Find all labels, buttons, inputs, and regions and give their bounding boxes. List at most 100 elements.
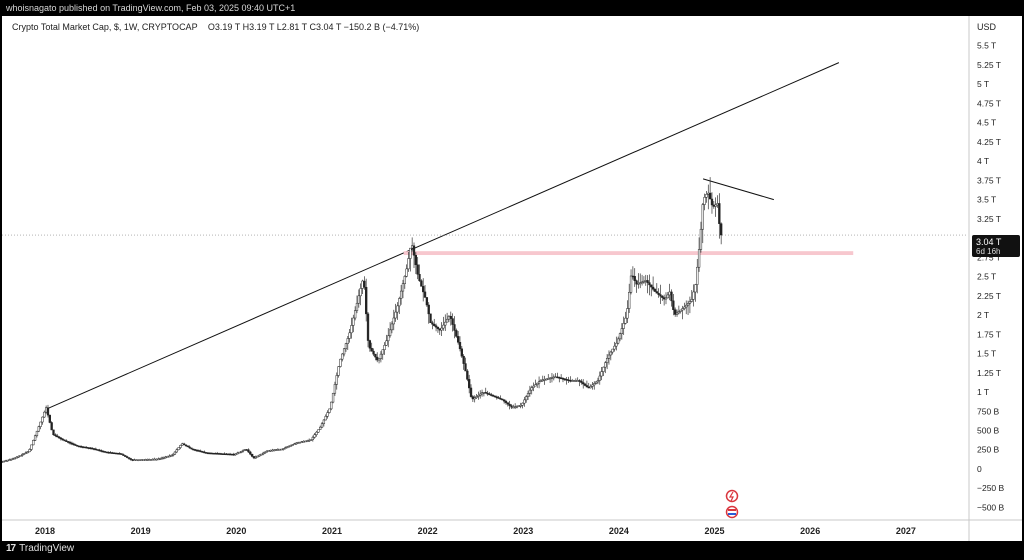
us-flag-icon[interactable] [725, 505, 739, 519]
candle-body [107, 451, 110, 454]
candle-body [572, 380, 576, 382]
candle-body [10, 458, 13, 461]
y-tick-label: 5.5 T [977, 41, 996, 51]
currency-label[interactable]: USD [977, 22, 997, 32]
candle-body [179, 445, 182, 448]
candle-body [664, 297, 668, 300]
y-tick-label: 3.25 T [977, 214, 1001, 224]
candle-body [537, 381, 541, 384]
candle-body [705, 194, 708, 198]
candle-body [15, 456, 18, 459]
candle-body [328, 408, 331, 413]
y-tick-label: 2.5 T [977, 272, 996, 282]
candle-body [642, 280, 646, 283]
market-cap-chart[interactable]: −500 B −250 B 0 250 B 500 B 750 B 1 T 1.25 T 1.5… [0, 16, 1022, 541]
candle-body [223, 453, 226, 455]
us-flag-stripe [728, 513, 736, 515]
candle-body [648, 282, 651, 286]
candle-body [206, 452, 210, 455]
candle-body [6, 459, 9, 462]
candle-body [300, 441, 303, 443]
candle-body [24, 452, 28, 454]
candle-body [324, 416, 327, 421]
last-price: 3.04 T [976, 237, 1002, 247]
candle-body [651, 286, 655, 290]
candle-body [675, 312, 679, 315]
candle-body [342, 348, 346, 355]
candle-body [87, 447, 90, 449]
candle-body [263, 451, 267, 454]
tradingview-footer[interactable]: 17 TradingView [6, 543, 74, 554]
symbol-legend[interactable]: Crypto Total Market Cap, $, 1W, CRYPTOCA… [12, 22, 419, 32]
candle-body [633, 276, 636, 281]
candle-body [43, 411, 46, 418]
candle-body [629, 275, 633, 293]
candle-body [212, 452, 215, 455]
candle-body [216, 453, 219, 455]
candle-body [355, 302, 359, 311]
candle-body [486, 392, 489, 395]
candle-body [138, 459, 142, 461]
candle-body [278, 448, 281, 451]
candle-body [122, 454, 125, 456]
candle-body [331, 392, 335, 403]
candle-body [78, 445, 81, 448]
candle-body [468, 379, 471, 389]
candle-body [515, 405, 519, 408]
candle-body [153, 458, 156, 461]
candle-body [646, 280, 649, 283]
candle-body [712, 204, 715, 207]
candle-body [109, 452, 112, 454]
x-tick-label: 2025 [705, 526, 725, 536]
candle-body [100, 450, 103, 452]
candle-body [626, 308, 629, 319]
flash-icon[interactable] [725, 489, 739, 503]
candle-body [613, 345, 616, 350]
candle-body [639, 282, 642, 284]
candle-body [628, 292, 631, 309]
candle-body [333, 384, 337, 394]
symbol-name[interactable]: Crypto Total Market Cap, $, 1W, CRYPTOCA… [12, 22, 198, 32]
candle-body [186, 445, 189, 448]
candle-body [576, 380, 579, 382]
candle-body [52, 429, 55, 436]
drawings[interactable] [2, 62, 968, 411]
candle-body [718, 203, 721, 224]
candle-body [526, 393, 530, 397]
candle-body [605, 358, 609, 363]
candle-body [302, 441, 305, 443]
candle-body [181, 443, 184, 446]
candle-body [177, 447, 180, 451]
y-tick-label: −250 B [977, 483, 1005, 493]
candle-body [558, 377, 561, 379]
candle-body [552, 376, 555, 379]
candle-body [631, 275, 635, 278]
y-tick-label: 4 T [977, 156, 989, 166]
candle-body [662, 297, 666, 300]
candle-body [32, 440, 35, 446]
candle-body [420, 280, 423, 287]
candle-body [273, 449, 276, 452]
candle-body [484, 392, 487, 394]
candle-body [105, 451, 108, 454]
candle-body [234, 453, 237, 456]
price-series [0, 177, 723, 463]
candle-body [534, 384, 537, 387]
candle-body [414, 255, 417, 266]
y-tick-label: 2.25 T [977, 291, 1001, 301]
x-tick-label: 2019 [131, 526, 151, 536]
economic-events[interactable] [725, 489, 739, 519]
candle-body [133, 459, 136, 461]
candle-body [374, 353, 377, 358]
candle-body [129, 458, 132, 460]
candle-body [449, 315, 452, 319]
candle-body [13, 457, 17, 460]
candle-body [225, 453, 228, 456]
candle-body [252, 456, 256, 459]
candle-body [96, 449, 99, 451]
time-axis[interactable]: 2018 2019 2020 2021 2022 2023 2024 2025 2026 2027 [35, 526, 916, 536]
candle-body [501, 398, 504, 401]
candle-body [440, 327, 443, 331]
price-axis[interactable]: −500 B −250 B 0 250 B 500 B 750 B 1 T 1.25 T 1.5… [977, 41, 1005, 513]
candle-body [131, 459, 134, 461]
